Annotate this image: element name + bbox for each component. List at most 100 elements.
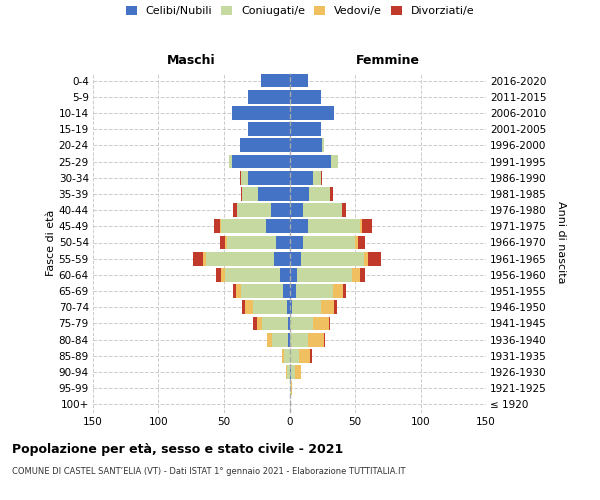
- Bar: [232, 154, 290, 168]
- Bar: [290, 268, 298, 282]
- Bar: [358, 236, 365, 250]
- Bar: [333, 284, 343, 298]
- Bar: [253, 300, 287, 314]
- Bar: [290, 300, 292, 314]
- Bar: [221, 268, 226, 282]
- Bar: [248, 122, 290, 136]
- Bar: [334, 300, 337, 314]
- Bar: [330, 187, 333, 201]
- Bar: [227, 236, 277, 250]
- Bar: [266, 220, 290, 233]
- Bar: [242, 187, 258, 201]
- Bar: [290, 220, 308, 233]
- Bar: [364, 252, 368, 266]
- Bar: [290, 203, 302, 217]
- Bar: [362, 220, 372, 233]
- Bar: [290, 236, 302, 250]
- Text: COMUNE DI CASTEL SANT’ELIA (VT) - Dati ISTAT 1° gennaio 2021 - Elaborazione TUTT: COMUNE DI CASTEL SANT’ELIA (VT) - Dati I…: [12, 468, 406, 476]
- Bar: [302, 203, 342, 217]
- Bar: [290, 122, 321, 136]
- Bar: [274, 252, 290, 266]
- Bar: [299, 349, 310, 362]
- Bar: [329, 316, 330, 330]
- Bar: [296, 284, 333, 298]
- Bar: [241, 187, 242, 201]
- Bar: [253, 316, 257, 330]
- Bar: [290, 74, 308, 88]
- Bar: [281, 349, 284, 362]
- Bar: [267, 333, 272, 346]
- Bar: [240, 171, 241, 184]
- Bar: [220, 236, 226, 250]
- Bar: [290, 171, 313, 184]
- Bar: [301, 252, 364, 266]
- Bar: [193, 252, 203, 266]
- Bar: [232, 106, 290, 120]
- Y-axis label: Fasce di età: Fasce di età: [46, 210, 56, 276]
- Bar: [342, 203, 346, 217]
- Bar: [262, 316, 288, 330]
- Bar: [286, 365, 287, 379]
- Bar: [331, 154, 338, 168]
- Bar: [321, 171, 322, 184]
- Bar: [241, 171, 248, 184]
- Bar: [233, 203, 237, 217]
- Bar: [343, 284, 346, 298]
- Bar: [313, 316, 329, 330]
- Bar: [309, 187, 330, 201]
- Bar: [310, 349, 312, 362]
- Bar: [242, 300, 245, 314]
- Bar: [355, 236, 358, 250]
- Legend: Celibi/Nubili, Coniugati/e, Vedovi/e, Divorziati/e: Celibi/Nubili, Coniugati/e, Vedovi/e, Di…: [125, 6, 475, 16]
- Bar: [226, 268, 280, 282]
- Bar: [237, 203, 271, 217]
- Bar: [302, 236, 355, 250]
- Bar: [290, 365, 291, 379]
- Bar: [241, 284, 283, 298]
- Bar: [240, 138, 290, 152]
- Bar: [313, 171, 321, 184]
- Bar: [290, 284, 296, 298]
- Bar: [360, 220, 362, 233]
- Bar: [277, 236, 290, 250]
- Bar: [290, 349, 299, 362]
- Bar: [290, 90, 321, 104]
- Bar: [323, 333, 325, 346]
- Bar: [308, 333, 323, 346]
- Text: Popolazione per età, sesso e stato civile - 2021: Popolazione per età, sesso e stato civil…: [12, 442, 343, 456]
- Bar: [248, 90, 290, 104]
- Bar: [248, 171, 290, 184]
- Bar: [271, 203, 290, 217]
- Bar: [203, 252, 206, 266]
- Bar: [287, 300, 290, 314]
- Bar: [220, 220, 221, 233]
- Bar: [287, 365, 290, 379]
- Bar: [216, 268, 221, 282]
- Bar: [295, 365, 301, 379]
- Bar: [352, 268, 360, 282]
- Bar: [272, 333, 288, 346]
- Bar: [290, 252, 301, 266]
- Bar: [322, 138, 323, 152]
- Text: Maschi: Maschi: [167, 54, 215, 68]
- Bar: [257, 316, 262, 330]
- Bar: [236, 284, 241, 298]
- Y-axis label: Anni di nascita: Anni di nascita: [556, 201, 566, 283]
- Bar: [290, 333, 308, 346]
- Bar: [298, 268, 352, 282]
- Bar: [214, 220, 220, 233]
- Bar: [258, 187, 290, 201]
- Bar: [290, 187, 309, 201]
- Bar: [245, 300, 253, 314]
- Bar: [308, 220, 360, 233]
- Bar: [233, 284, 236, 298]
- Bar: [221, 220, 266, 233]
- Bar: [290, 106, 334, 120]
- Bar: [290, 154, 331, 168]
- Bar: [291, 382, 292, 395]
- Bar: [284, 349, 290, 362]
- Bar: [226, 236, 227, 250]
- Bar: [290, 316, 313, 330]
- Bar: [288, 333, 290, 346]
- Bar: [260, 74, 290, 88]
